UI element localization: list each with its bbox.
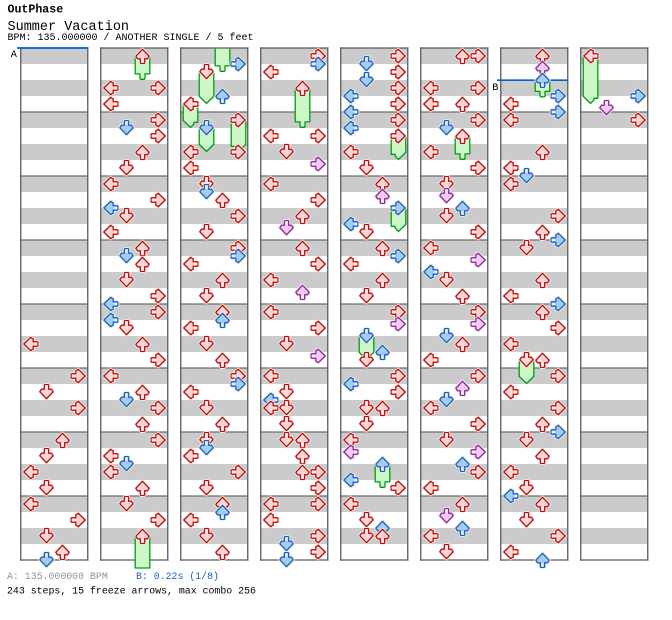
svg-text:B: B	[492, 83, 498, 94]
svg-text:Summer Vacation: Summer Vacation	[8, 20, 130, 35]
svg-text:OutPhase: OutPhase	[8, 4, 64, 17]
svg-text:A: 135.000000 BPM: A: 135.000000 BPM	[7, 571, 108, 582]
svg-text:B: 0.22s (1/8): B: 0.22s (1/8)	[136, 571, 219, 582]
svg-text:BPM: 135.000000 / ANOTHER SING: BPM: 135.000000 / ANOTHER SINGLE / 5 fee…	[8, 32, 254, 44]
svg-text:243 steps, 15 freeze arrows, m: 243 steps, 15 freeze arrows, max combo 2…	[7, 586, 256, 597]
svg-text:A: A	[11, 50, 18, 61]
